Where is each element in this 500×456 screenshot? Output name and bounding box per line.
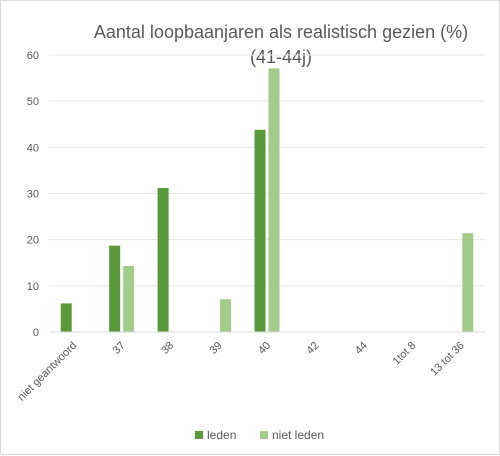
x-tick-label: 44 (353, 340, 370, 357)
y-tick-label: 50 (27, 96, 39, 108)
legend-label-leden: leden (207, 428, 236, 442)
legend-swatch-niet-leden (260, 431, 268, 439)
bar-niet-leden (220, 299, 232, 332)
x-axis-ticks: niet geantwoord 37 38 39 40 42 44 1tot 8 13 tot … (16, 340, 467, 404)
x-tick-label: 1tot 8 (391, 340, 419, 368)
y-tick-label: 20 (27, 235, 39, 247)
gridlines (49, 54, 485, 287)
bar-niet-leden (268, 68, 280, 332)
x-tick-label: 37 (111, 340, 128, 357)
y-tick-label: 10 (27, 281, 39, 293)
x-tick-label: 40 (256, 340, 273, 357)
bar-leden (60, 303, 72, 332)
x-tick-label: niet geantwoord (16, 340, 80, 404)
bar-leden (109, 245, 121, 332)
y-tick-label: 30 (27, 189, 39, 201)
x-tick-label: 39 (208, 340, 225, 357)
chart-title-line-2: (41-44j) (250, 47, 312, 67)
y-tick-label: 0 (33, 327, 39, 339)
x-tick-label: 13 tot 36 (428, 340, 467, 379)
x-tick-label: 42 (304, 340, 321, 357)
y-axis-ticks: 0 10 20 30 40 50 60 (27, 50, 39, 339)
bar-niet-leden (123, 265, 135, 332)
y-tick-label: 60 (27, 50, 39, 62)
legend-swatch-leden (195, 431, 203, 439)
chart-title-line-1: Aantal loopbaanjaren als realistisch gez… (94, 22, 468, 42)
bar-niet-leden (462, 233, 474, 332)
bar-leden (254, 129, 266, 332)
bar-leden (157, 187, 169, 332)
y-tick-label: 40 (27, 142, 39, 154)
legend-label-niet-leden: niet leden (272, 428, 324, 442)
bars (60, 68, 474, 332)
x-tick-label: 38 (159, 340, 176, 357)
legend: leden niet leden (195, 428, 324, 442)
